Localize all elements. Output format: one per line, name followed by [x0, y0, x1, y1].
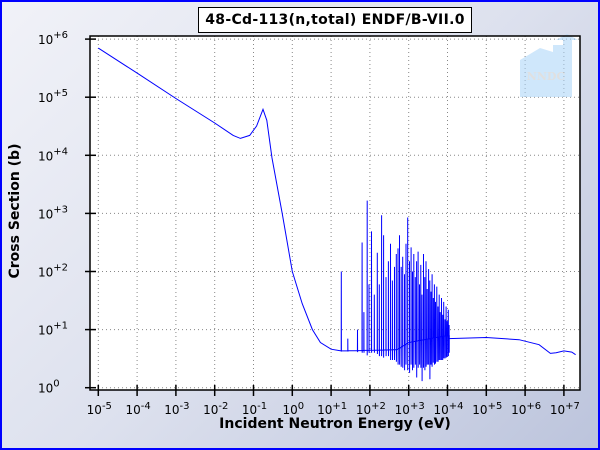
x-tick-label: 10+7 — [550, 401, 580, 417]
y-tick-label: 10+4 — [38, 146, 68, 163]
series-line — [98, 47, 576, 382]
chart-title: 48-Cd-113(n,total) ENDF/B-VII.0 — [198, 7, 472, 33]
x-axis-label: Incident Neutron Energy (eV) — [219, 416, 451, 432]
x-tick-label: 10-5 — [87, 401, 112, 417]
x-tick-label: 10+3 — [395, 401, 425, 417]
x-tick-label: 10-4 — [125, 401, 150, 417]
y-tick-label: 10+6 — [38, 30, 68, 47]
y-tick-label: 10+1 — [38, 321, 68, 338]
x-tick-label: 10+5 — [472, 401, 502, 417]
x-tick-label: 10+1 — [317, 401, 347, 417]
x-tick-label: 10-3 — [164, 401, 189, 417]
x-tick-label: 10-1 — [242, 401, 267, 417]
grid — [90, 36, 580, 390]
y-tick-label: 10+3 — [38, 204, 68, 221]
x-tick-label: 10+4 — [433, 401, 463, 417]
x-tick-label: 10+6 — [511, 401, 541, 417]
y-tick-label: 10+2 — [38, 263, 68, 280]
y-tick-label: 10+5 — [38, 88, 68, 105]
y-tick-label: 100 — [38, 379, 60, 396]
axis-ticks: 10-5 10-4 10-3 10-2 10-1 100 10+1 10+2 10+3 10+4 1… — [38, 30, 580, 417]
x-tick-label: 100 — [282, 401, 304, 417]
x-tick-label: 10+2 — [356, 401, 386, 417]
x-tick-label: 10-2 — [203, 401, 228, 417]
nndc-logo: NNDC — [520, 34, 578, 97]
watermark-text: NNDC — [527, 70, 566, 83]
